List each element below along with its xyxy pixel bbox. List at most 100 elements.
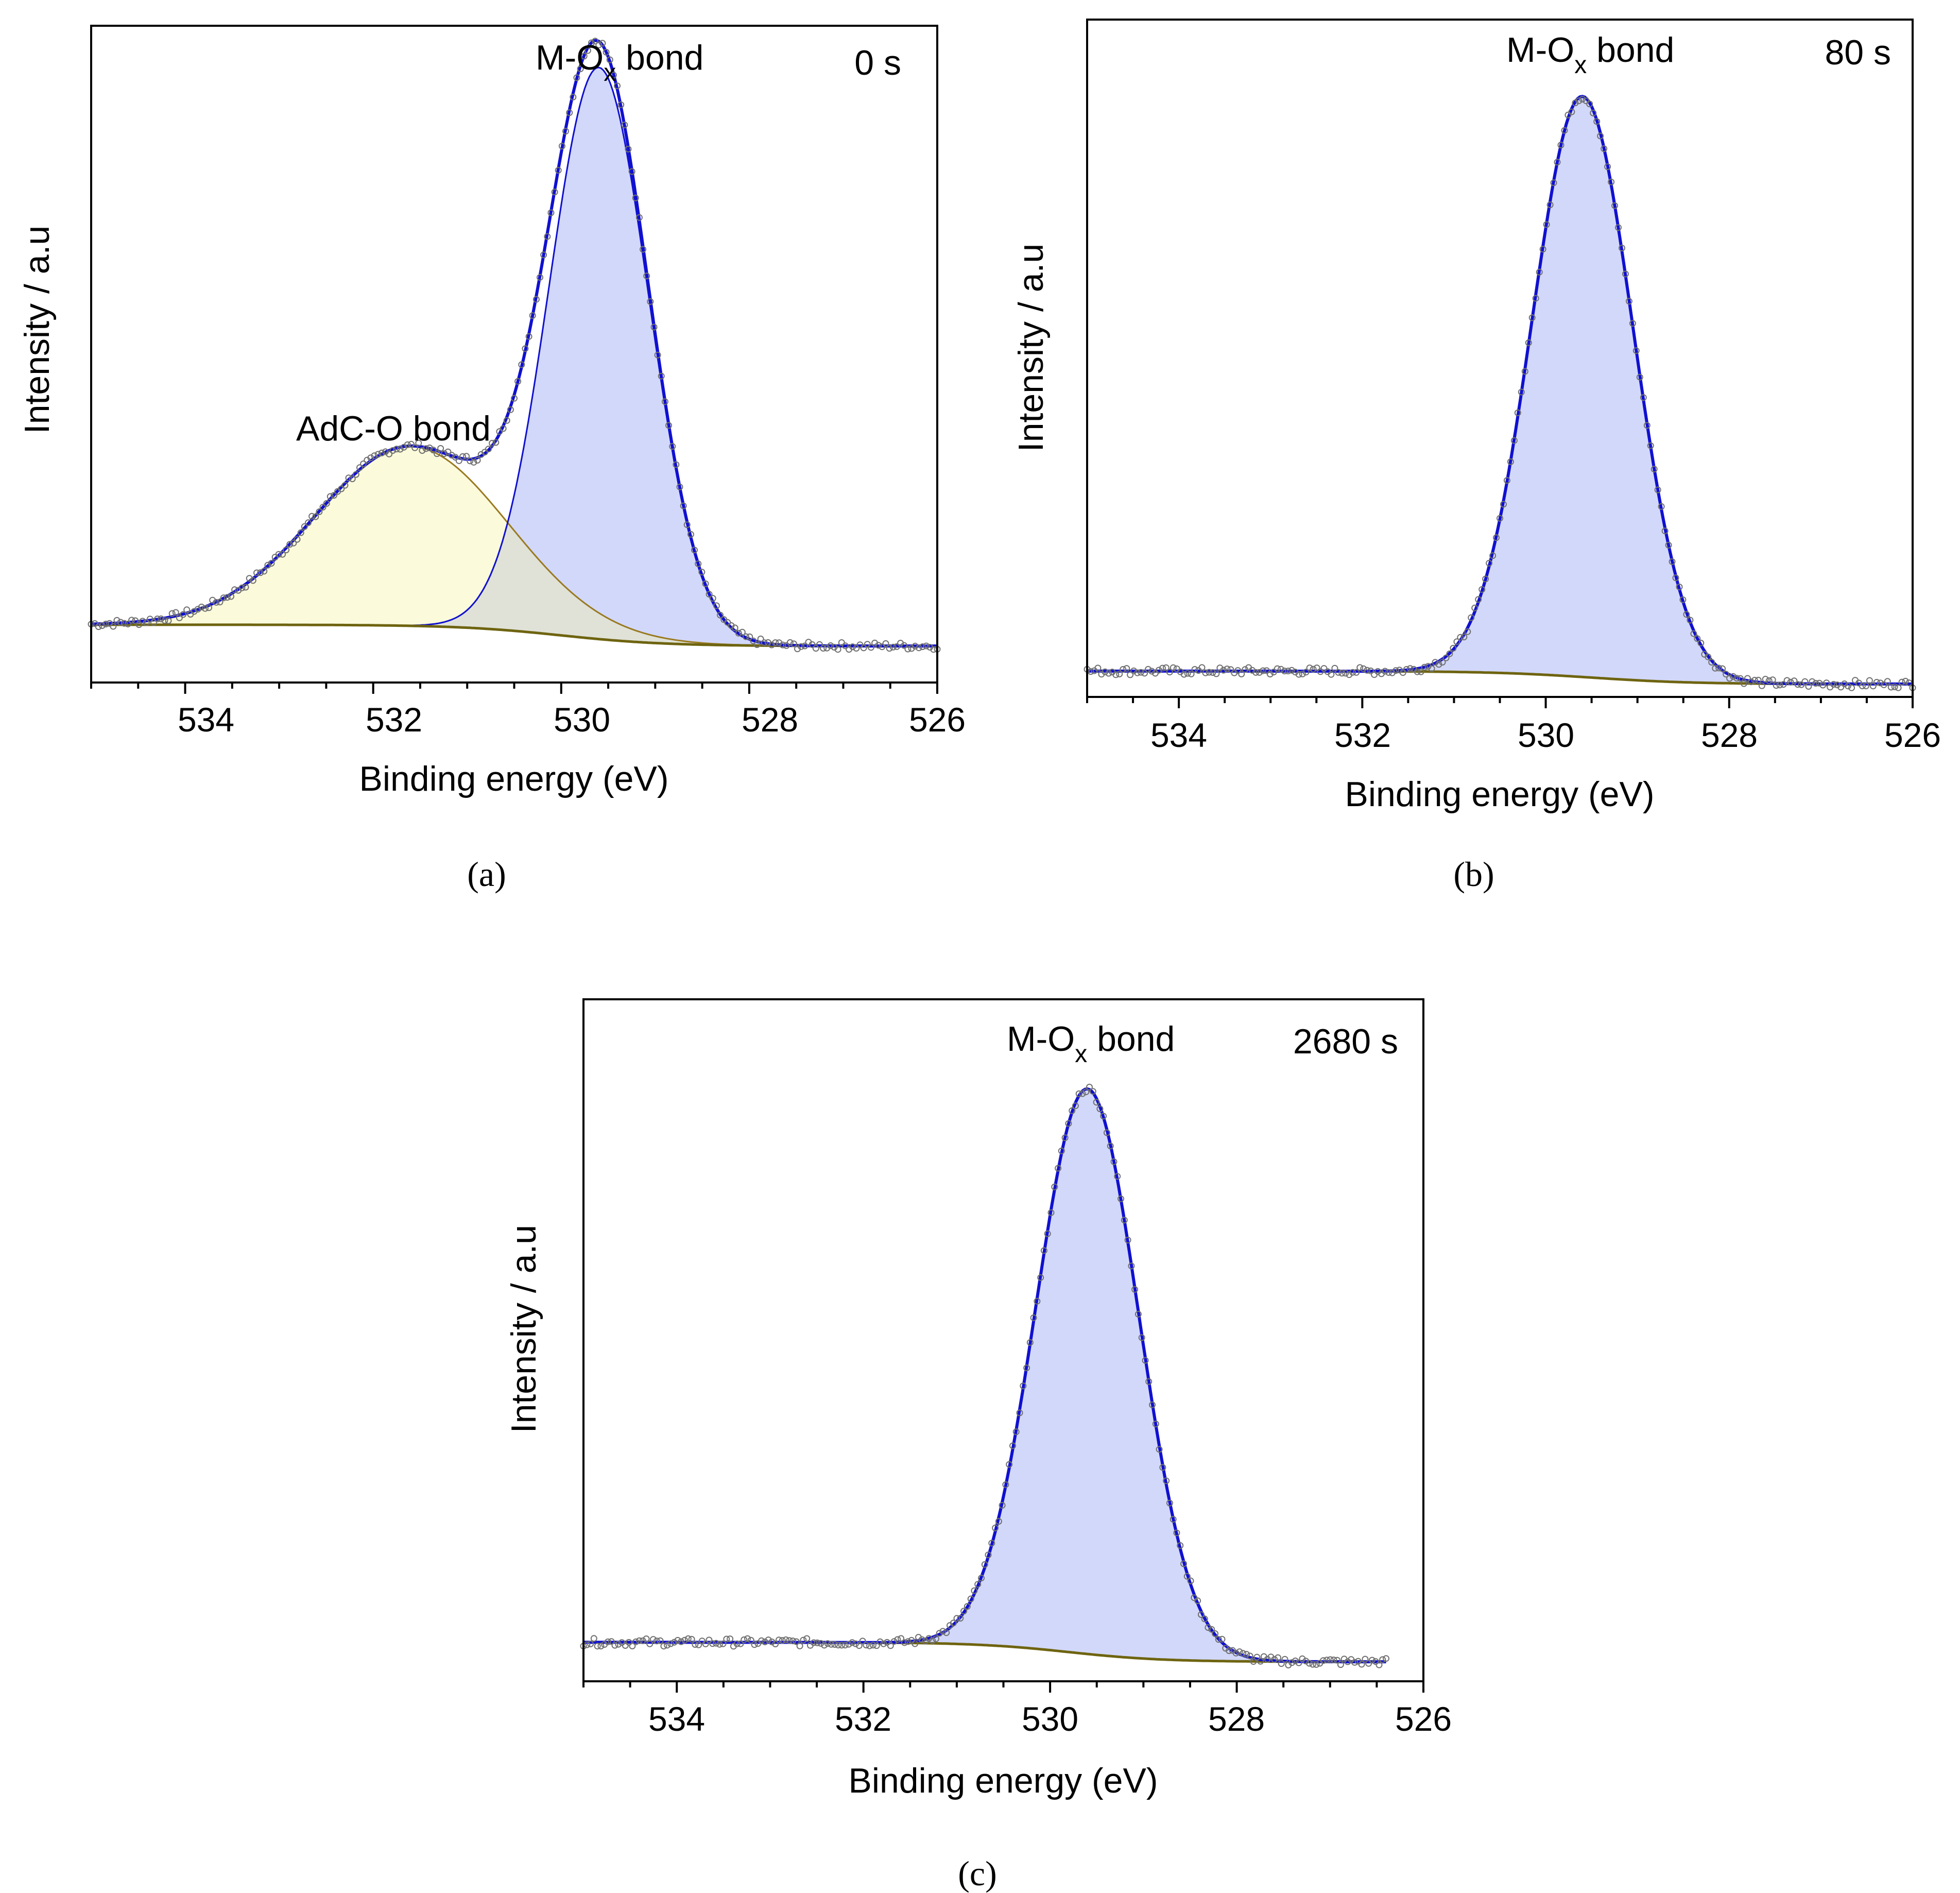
data-point: [434, 450, 440, 457]
data-point: [1141, 670, 1148, 677]
data-point: [971, 1587, 978, 1594]
data-point: [603, 48, 610, 56]
data-point: [146, 616, 153, 623]
data-point: [1747, 678, 1755, 686]
data-point: [1435, 661, 1442, 668]
data-point: [1902, 677, 1909, 685]
component-fill-m-ox-b: [1087, 96, 1913, 684]
data-point: [1124, 1236, 1131, 1243]
data-point: [735, 629, 742, 637]
data-point: [1801, 678, 1809, 685]
data-point: [393, 446, 400, 453]
data-point: [867, 644, 874, 651]
data-point: [1306, 664, 1313, 672]
data-point: [1026, 1339, 1034, 1346]
data-point: [1134, 669, 1141, 676]
data-point: [985, 1551, 992, 1559]
data-point: [639, 1637, 646, 1644]
data-point: [723, 1635, 730, 1643]
data-point: [1127, 671, 1134, 678]
data-point: [429, 447, 437, 454]
data-point: [1608, 178, 1615, 185]
data-point: [580, 53, 588, 60]
data-point: [859, 1638, 866, 1645]
data-point: [687, 531, 694, 538]
data-point: [803, 1635, 811, 1642]
data-point: [772, 1641, 779, 1647]
data-point: [1252, 669, 1260, 676]
data-point: [1263, 667, 1270, 674]
data-point: [957, 1615, 964, 1622]
data-point: [121, 620, 128, 627]
data-point: [1755, 676, 1762, 684]
data-point: [1636, 373, 1643, 381]
annotation-mox-b-sub: x: [1574, 52, 1587, 79]
data-point: [294, 536, 301, 543]
data-point: [1884, 678, 1891, 685]
data-point: [1058, 1147, 1065, 1154]
x-tick-label-a-532: 532: [366, 701, 422, 739]
data-point: [312, 513, 319, 520]
data-point: [1166, 669, 1173, 676]
data-point: [660, 1643, 667, 1650]
data-point: [1295, 1659, 1302, 1666]
data-point: [1112, 671, 1120, 678]
data-point: [1622, 270, 1629, 278]
data-point: [629, 1643, 636, 1649]
y-axis-label-a: Intensity / a.u: [18, 226, 57, 434]
data-point: [1327, 1656, 1334, 1663]
data-point: [849, 643, 856, 651]
data-point: [841, 1642, 849, 1649]
data-point: [1762, 676, 1769, 683]
data-point: [1212, 1630, 1218, 1637]
data-point: [529, 312, 536, 319]
data-point: [1020, 1383, 1027, 1389]
data-point: [1360, 665, 1367, 672]
data-point: [98, 622, 106, 629]
data-point: [500, 425, 507, 432]
data-point: [684, 1635, 692, 1642]
annotation-mox-b-rest: bond: [1587, 30, 1674, 70]
data-point: [264, 561, 271, 569]
data-point: [1278, 1660, 1285, 1667]
data-point: [796, 1642, 803, 1649]
data-point: [1432, 659, 1439, 666]
data-point: [1075, 1090, 1082, 1097]
data-point: [810, 1639, 817, 1646]
data-point: [1138, 1334, 1145, 1341]
data-point: [463, 453, 470, 460]
data-point: [1719, 665, 1726, 672]
data-point: [1457, 634, 1464, 641]
data-point: [1281, 668, 1288, 675]
data-point: [1475, 596, 1482, 603]
data-point: [1277, 666, 1284, 673]
x-tick-label-a-526: 526: [909, 701, 966, 739]
data-point: [1877, 679, 1884, 687]
data-point: [1493, 534, 1500, 541]
data-point: [1187, 1577, 1194, 1584]
data-point: [967, 1595, 974, 1602]
x-axis-label-a: Binding energy (eV): [359, 759, 668, 798]
data-point: [249, 577, 256, 584]
data-point: [1740, 680, 1747, 687]
data-point: [875, 642, 882, 649]
data-points-b: [1084, 96, 1916, 691]
data-point: [1243, 1651, 1250, 1658]
data-point: [746, 633, 753, 640]
annotation-mox-a-sub: x: [604, 59, 616, 87]
data-point: [1730, 673, 1737, 680]
data-point: [1364, 667, 1371, 674]
data-point: [223, 594, 231, 601]
data-point: [1227, 666, 1234, 673]
plot-content-b: [1084, 95, 1916, 691]
data-point: [1464, 628, 1471, 635]
data-point: [1120, 666, 1127, 673]
data-point: [1155, 667, 1162, 674]
data-point: [688, 1635, 695, 1643]
data-point: [532, 296, 540, 303]
y-axis-label-c: Intensity / a.u: [504, 1225, 543, 1433]
data-point: [1134, 1310, 1142, 1318]
data-point: [367, 454, 374, 462]
annotation-mox-a-main: M-O: [536, 38, 604, 77]
data-point: [1170, 1516, 1177, 1523]
